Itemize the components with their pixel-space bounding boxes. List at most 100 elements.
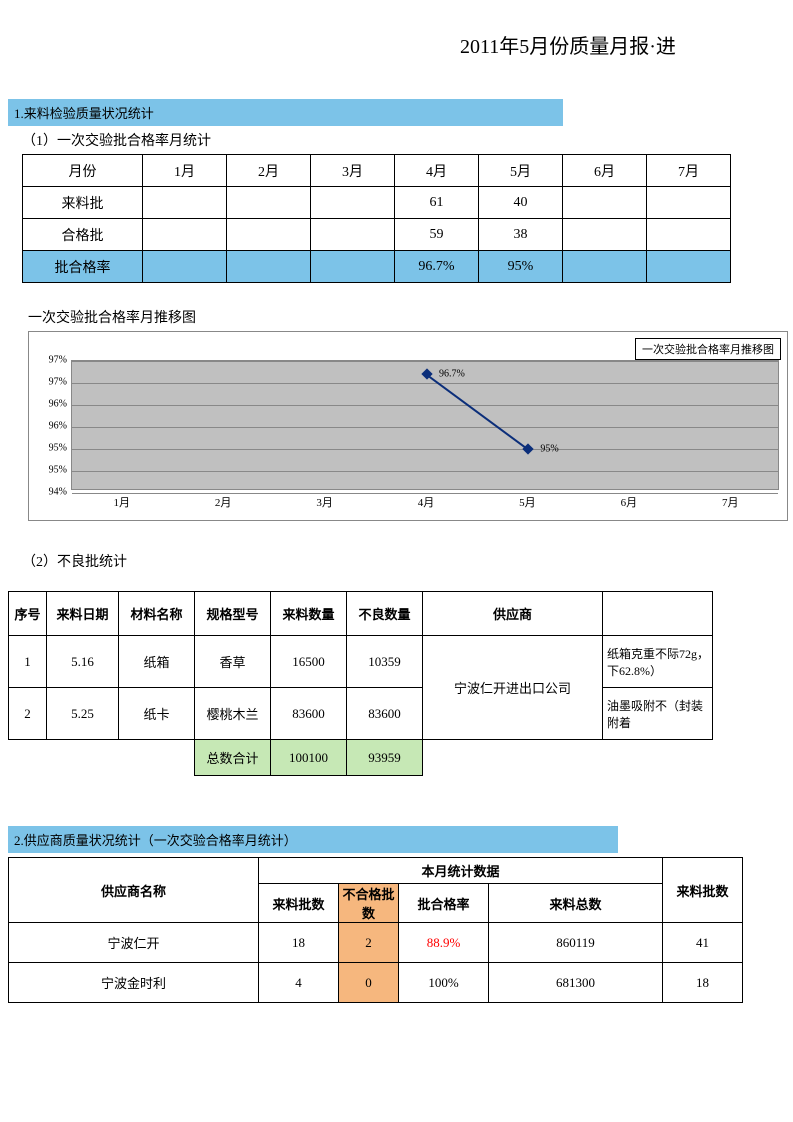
supplier-stats-table: 供应商名称本月统计数据来料批数来料批数不合格批数批合格率来料总数宁波仁开1828… (8, 857, 743, 1003)
section1-header: 1.来料检验质量状况统计 (8, 99, 563, 126)
chart-legend: 一次交验批合格率月推移图 (635, 338, 781, 360)
table2-note: 油墨吸附不（封装附着 (603, 688, 713, 740)
xtick-label: 3月 (316, 494, 333, 510)
ytick-label: 97% (39, 355, 67, 366)
table1-cell (143, 219, 227, 251)
xtick-label: 6月 (621, 494, 638, 510)
table1-cell (647, 219, 731, 251)
table3-cell: 0 (339, 963, 399, 1003)
ytick-label: 94% (39, 487, 67, 498)
table3-cell: 18 (259, 923, 339, 963)
table3-sub-header: 批合格率 (399, 884, 489, 923)
table3-cell: 4 (259, 963, 339, 1003)
table1-cell: 合格批 (23, 219, 143, 251)
section2-header: 2.供应商质量状况统计（一次交验合格率月统计） (8, 826, 618, 853)
table1-cell: 1月 (143, 155, 227, 187)
table1-cell (143, 251, 227, 283)
table3-supplier-header: 供应商名称 (9, 858, 259, 923)
table2-header: 序号 (9, 592, 47, 636)
chart-caption: 一次交验批合格率月推移图 (28, 307, 793, 327)
table2-note: 纸箱克重不际72g，下62.8%） (603, 636, 713, 688)
table2-header: 规格型号 (195, 592, 271, 636)
table1-cell (647, 187, 731, 219)
table1-cell: 38 (479, 219, 563, 251)
table3-cell: 2 (339, 923, 399, 963)
table1-cell (311, 251, 395, 283)
chart-value-label: 96.7% (439, 369, 465, 380)
defect-batch-table: 序号来料日期材料名称规格型号来料数量不良数量供应商15.16纸箱香草165001… (8, 591, 713, 776)
table1-cell: 月份 (23, 155, 143, 187)
table2-header: 不良数量 (347, 592, 423, 636)
table3-sub-header: 来料批数 (259, 884, 339, 923)
table2-header: 来料日期 (47, 592, 119, 636)
xtick-label: 1月 (113, 494, 130, 510)
table1-cell (227, 187, 311, 219)
table1-cell: 7月 (647, 155, 731, 187)
table1-cell (227, 219, 311, 251)
table2-cell: 5.25 (47, 688, 119, 740)
table3-cell: 860119 (489, 923, 663, 963)
xtick-label: 5月 (519, 494, 536, 510)
table3-sub-header: 来料批数 (663, 858, 743, 923)
table1-cell (227, 251, 311, 283)
table2-cell: 2 (9, 688, 47, 740)
table1-cell: 59 (395, 219, 479, 251)
monthly-stats-table: 月份1月2月3月4月5月6月7月来料批6140合格批5938批合格率96.7%9… (22, 154, 731, 283)
table2-total-label: 总数合计 (195, 740, 271, 776)
table1-cell (143, 187, 227, 219)
table1-cell: 3月 (311, 155, 395, 187)
table3-cell: 41 (663, 923, 743, 963)
table2-cell: 5.16 (47, 636, 119, 688)
table1-cell (311, 187, 395, 219)
xtick-label: 2月 (215, 494, 232, 510)
table1-cell: 95% (479, 251, 563, 283)
table1-cell (563, 219, 647, 251)
chart-marker (523, 443, 534, 454)
table1-cell: 来料批 (23, 187, 143, 219)
table3-group-header: 本月统计数据 (259, 858, 663, 884)
table2-cell: 10359 (347, 636, 423, 688)
table1-cell: 6月 (563, 155, 647, 187)
chart-value-label: 95% (540, 444, 558, 455)
table3-cell: 681300 (489, 963, 663, 1003)
table2-total-a: 100100 (271, 740, 347, 776)
table1-cell (563, 251, 647, 283)
ytick-label: 96% (39, 421, 67, 432)
table2-total-b: 93959 (347, 740, 423, 776)
table2-header: 材料名称 (119, 592, 195, 636)
table2-supplier: 宁波仁开进出口公司 (423, 636, 603, 740)
table1-cell: 4月 (395, 155, 479, 187)
ytick-label: 96% (39, 399, 67, 410)
table2-cell: 83600 (347, 688, 423, 740)
ytick-label: 97% (39, 377, 67, 388)
ytick-label: 95% (39, 465, 67, 476)
table1-cell (311, 219, 395, 251)
table2-cell: 香草 (195, 636, 271, 688)
table3-sub-header: 不合格批数 (339, 884, 399, 923)
table1-cell (647, 251, 731, 283)
table1-cell (563, 187, 647, 219)
table2-cell: 83600 (271, 688, 347, 740)
section1-sub1: （1）一次交验批合格率月统计 (22, 130, 793, 150)
xtick-label: 7月 (722, 494, 739, 510)
table2-header: 供应商 (423, 592, 603, 636)
table2-cell: 樱桃木兰 (195, 688, 271, 740)
table1-cell: 96.7% (395, 251, 479, 283)
table2-header (603, 592, 713, 636)
table2-header: 来料数量 (271, 592, 347, 636)
table1-cell: 批合格率 (23, 251, 143, 283)
ytick-label: 95% (39, 443, 67, 454)
table2-cell: 纸卡 (119, 688, 195, 740)
trend-chart: 一次交验批合格率月推移图 96.7% 95% 94% 95% 95% 96% 96% 97% 97… (28, 331, 788, 521)
table3-cell: 18 (663, 963, 743, 1003)
table3-cell: 宁波仁开 (9, 923, 259, 963)
table3-cell: 100% (399, 963, 489, 1003)
section1-sub2: （2）不良批统计 (22, 551, 793, 571)
chart-line-segment (426, 374, 529, 450)
table1-cell: 5月 (479, 155, 563, 187)
table2-cell: 纸箱 (119, 636, 195, 688)
table2-cell: 16500 (271, 636, 347, 688)
table3-cell: 宁波金时利 (9, 963, 259, 1003)
table3-cell: 88.9% (399, 923, 489, 963)
table3-sub-header: 来料总数 (489, 884, 663, 923)
